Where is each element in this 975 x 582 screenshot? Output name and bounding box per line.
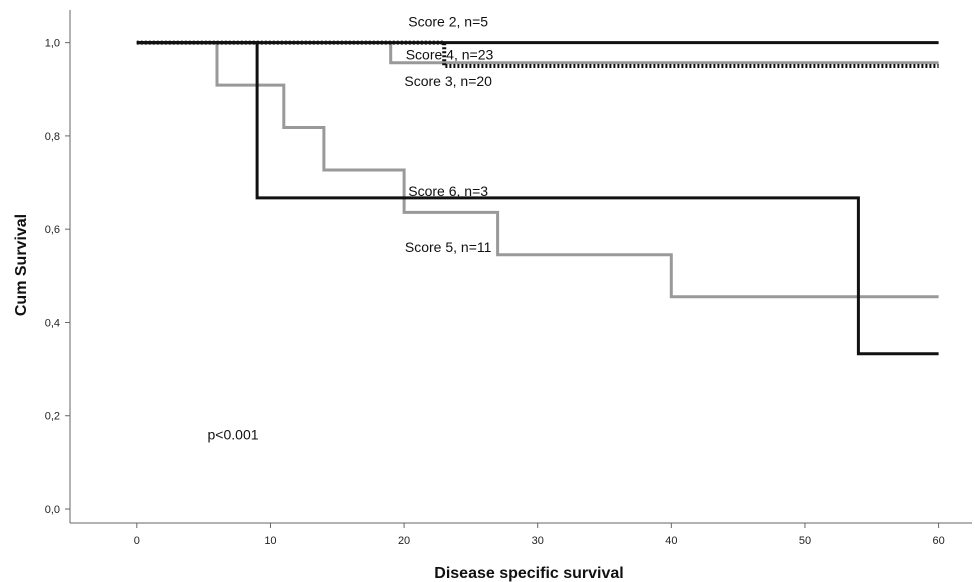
curve-label: Score 5, n=11 (405, 239, 492, 255)
y-axis-title: Cum Survival (13, 214, 30, 316)
series-line-score-5-n-11 (136, 41, 939, 299)
x-tick-label: 20 (398, 535, 410, 547)
curve-label: Score 2, n=5 (408, 14, 488, 30)
x-tick-label: 60 (932, 535, 944, 547)
x-tick-label: 30 (532, 535, 544, 547)
y-tick-label: 0,6 (45, 224, 60, 236)
x-ticks: 0 10 20 30 40 50 60 (134, 523, 945, 547)
series-line-score-3-n-20 (136, 40, 939, 68)
x-tick-label: 40 (665, 535, 677, 547)
series-line-score-6-n-3 (136, 41, 939, 356)
x-axis-title: Disease specific survival (434, 565, 623, 582)
x-tick-label: 0 (134, 535, 140, 547)
p-value-annotation: p<0.001 (208, 426, 259, 442)
y-tick-label: 1,0 (45, 38, 60, 50)
curve-label: Score 4, n=23 (406, 46, 494, 62)
y-tick-label: 0,8 (45, 131, 60, 143)
x-tick-label: 10 (264, 535, 276, 547)
curve-label: Score 6, n=3 (408, 183, 488, 199)
series-layer (136, 40, 939, 356)
x-tick-label: 50 (799, 535, 811, 547)
curve-label: Score 3, n=20 (404, 73, 492, 89)
curve-labels: Score 2, n=5 Score 4, n=23 Score 3, n=20 Sc… (208, 14, 494, 443)
axes (69, 10, 972, 524)
y-ticks: 0,0 0,2 0,4 0,6 0,8 1,0 (45, 38, 70, 516)
y-tick-label: 0,2 (45, 411, 60, 423)
y-tick-label: 0,4 (45, 317, 60, 329)
y-tick-label: 0,0 (45, 504, 60, 516)
